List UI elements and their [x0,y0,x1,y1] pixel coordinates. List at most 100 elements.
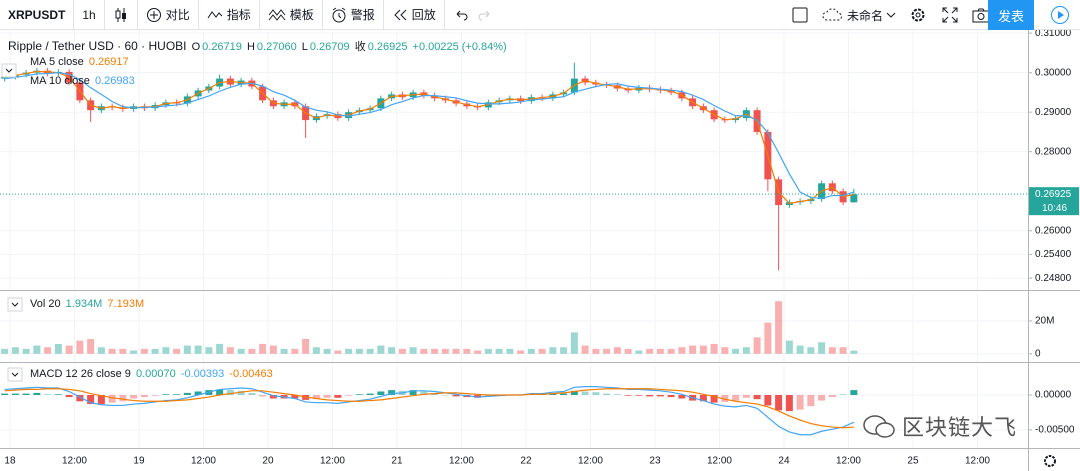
alert-button[interactable]: 警报 [323,0,384,30]
volume-bar [377,345,385,354]
volume-bar [87,339,95,354]
volume-bar [65,345,73,354]
volume-bar [183,345,191,354]
volume-legend: Vol 20 1.934M 7.193M [30,298,146,310]
replay-label: 回放 [411,8,436,22]
volume-bar [76,340,84,354]
histogram-bar [355,394,363,395]
volume-bar [312,347,320,354]
legend-name: MA 10 close [30,75,90,87]
compare-button[interactable]: 对比 [138,0,199,30]
histogram-bar [388,390,396,395]
layout-checkbox[interactable] [792,7,808,26]
play-button[interactable] [1050,5,1070,28]
settings-gear[interactable] [1044,455,1056,467]
histogram-bar [678,394,686,399]
volume-bar [140,348,148,354]
histogram-bar [119,394,127,402]
symbol-button[interactable]: XRPUSDT [0,0,75,30]
collapse-toggle[interactable] [1,63,17,78]
volume-bar [452,348,460,354]
ohlc-label: L [301,41,308,53]
templates-button[interactable]: 模板 [260,0,323,30]
template-icon [268,8,286,21]
histogram-bar [420,391,428,395]
cloud-icon [822,8,842,21]
volume-bar [259,343,267,354]
fullscreen-button[interactable] [942,7,958,26]
histogram-bar [474,394,482,398]
candle-body [850,194,858,203]
x-tick-label: 12:00 [62,456,87,467]
legend-value: -0.00463 [229,368,273,380]
histogram-bar [345,394,353,396]
indicators-button[interactable]: 指标 [199,0,260,30]
histogram-bar [742,394,750,398]
histogram-bar [753,394,761,400]
x-tick-label: 21 [391,456,403,467]
volume-bar [592,348,600,354]
volume-bar [764,322,772,354]
histogram-bar [818,394,826,401]
histogram-bar [140,394,148,398]
x-tick-label: 12:00 [965,456,990,467]
histogram-bar [377,391,385,395]
x-tick-label: 20 [262,456,274,467]
toggle-box [1,63,17,78]
histogram-bar [667,394,675,398]
histogram-bar [248,392,256,395]
ma5-legend: MA 5 close 0.26917 [30,56,131,68]
layout-name-button[interactable]: 未命名 [822,0,896,30]
chart-style-button[interactable] [105,0,138,30]
histogram-bar [624,394,632,396]
volume-bar [807,347,815,354]
histogram-bar [269,394,277,399]
histogram-bar [323,394,331,398]
watermark-text: 区块链大飞 [902,415,1018,440]
histogram-bar [764,394,772,406]
y-tick-label: 0.26000 [1035,225,1072,236]
undo-button[interactable] [445,0,501,30]
play-icon [1051,6,1069,24]
legend-value: 7.193M [107,298,145,310]
histogram-bar [151,394,159,396]
legend-value: 0.00070 [135,368,176,380]
x-tick-label: 12:00 [578,456,603,467]
volume-bar [11,347,19,354]
volume-bar [527,348,535,354]
histogram-bar [76,394,84,402]
histogram-bar [237,390,245,395]
histogram-bar [162,394,170,395]
undo-redo-icon [456,10,490,20]
watermark-icon [863,415,895,438]
x-tick-label: 12:00 [320,456,345,467]
ohlc-value: 0.26925 [367,41,408,53]
x-tick-label: 23 [649,456,661,467]
histogram-bar [796,394,804,410]
x-tick-label: 24 [778,456,790,467]
settings-button[interactable] [910,7,926,26]
replay-button[interactable]: 回放 [384,0,445,30]
collapse-toggle[interactable] [7,367,23,382]
ohlc-label: H [246,41,255,53]
volume-bar [828,347,836,354]
legend-value: 0.26917 [88,56,129,68]
volume-bar [732,348,740,354]
histogram-bar [54,394,62,395]
volume-bar [581,345,589,354]
gear-icon [911,8,925,22]
volume-bar [624,348,632,354]
ohlc-value: 0.26719 [202,41,242,53]
symbol-title: Ripple / Tether USD · 60 · HUOBI [8,39,187,53]
histogram-bar [807,394,815,407]
interval-button[interactable]: 1h [74,0,105,30]
collapse-toggle[interactable] [7,297,23,312]
histogram-bar [785,394,793,412]
legend-name: Vol 20 [30,298,61,310]
publish-button[interactable]: 发表 [988,0,1034,30]
volume-bar [818,342,826,354]
volume-bar [517,350,525,354]
y-tick-label: 0.29000 [1035,107,1072,118]
layout-name: 未命名 [847,8,884,23]
